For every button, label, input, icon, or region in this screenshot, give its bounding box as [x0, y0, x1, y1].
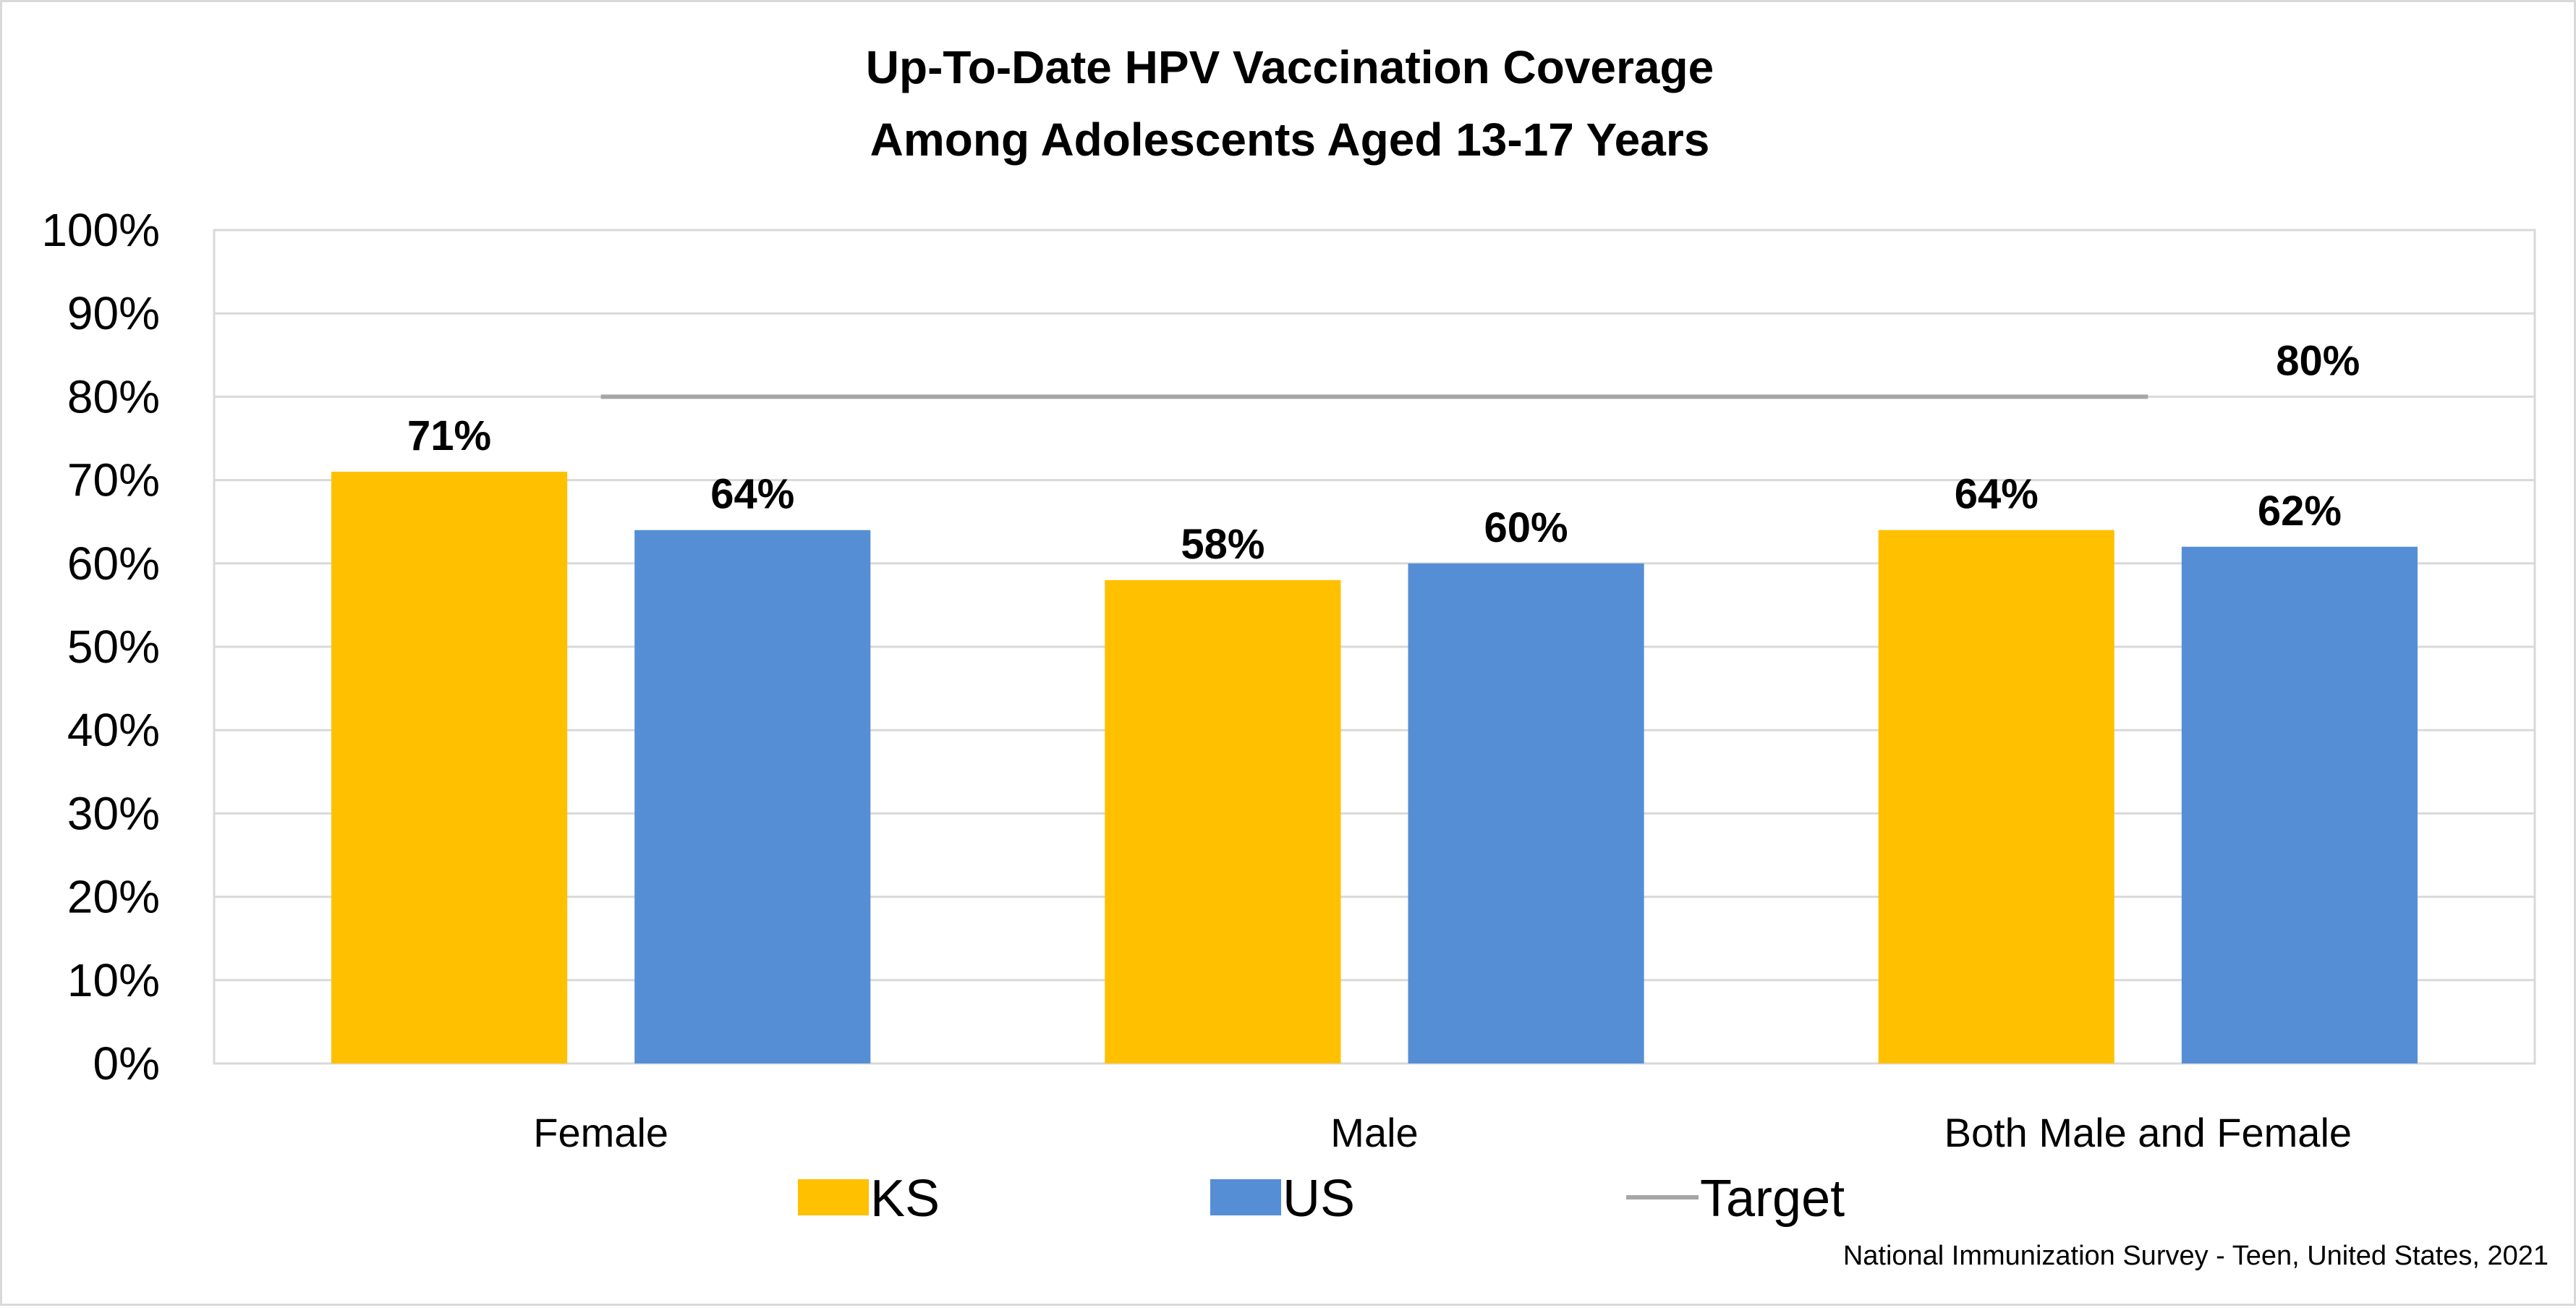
y-axis-ticks: 0% 10% 20% 30% 40% 50% 60% 70% 80% 90% 100%	[41, 204, 160, 1090]
y-tick-label: 30%	[67, 787, 160, 839]
chart-title-line-1: Up-To-Date HPV Vaccination Coverage	[866, 41, 1714, 93]
y-tick-label: 10%	[67, 954, 160, 1006]
bar-ks-both-male-and-female	[1878, 530, 2114, 1063]
legend-label: KS	[870, 1170, 940, 1228]
source-note: National Immunization Survey - Teen, Uni…	[1843, 1241, 2549, 1271]
y-tick-label: 70%	[67, 454, 160, 506]
y-tick-label: 40%	[67, 704, 160, 756]
y-tick-label: 20%	[67, 871, 160, 923]
legend-label: Target	[1700, 1170, 1845, 1228]
x-category-label: Female	[533, 1110, 668, 1155]
y-tick-label: 80%	[67, 370, 160, 422]
x-category-label: Male	[1330, 1110, 1418, 1155]
bar-ks-female	[331, 472, 568, 1063]
chart-title-line-2: Among Adolescents Aged 13-17 Years	[870, 114, 1710, 166]
y-tick-label: 90%	[67, 287, 160, 339]
bar-us-female	[634, 530, 871, 1063]
y-tick-label: 50%	[67, 621, 160, 673]
x-axis-categories: Female Male Both Male and Female	[533, 1110, 2352, 1155]
y-tick-label: 100%	[41, 204, 160, 256]
bar-us-both-male-and-female	[2181, 546, 2418, 1063]
legend-label: US	[1283, 1170, 1355, 1228]
bar-ks-male	[1105, 579, 1341, 1063]
data-label: 60%	[1484, 504, 1568, 551]
target-line-group: 80%	[600, 337, 2360, 399]
data-label: 58%	[1181, 521, 1264, 568]
data-label: 62%	[2258, 488, 2342, 535]
target-data-label: 80%	[2276, 337, 2360, 384]
y-tick-label: 60%	[67, 538, 160, 590]
data-label: 64%	[1955, 471, 2039, 518]
legend-swatch-ks	[798, 1179, 869, 1215]
bar-us-male	[1408, 563, 1644, 1063]
legend: KS US Target	[798, 1170, 1845, 1228]
bars	[331, 472, 2418, 1063]
legend-swatch-us	[1210, 1179, 1281, 1215]
x-category-label: Both Male and Female	[1944, 1110, 2352, 1155]
data-label: 64%	[710, 471, 794, 518]
data-label: 71%	[407, 412, 491, 459]
y-tick-label: 0%	[93, 1037, 161, 1090]
data-labels: 71% 64% 58% 60% 64% 62%	[407, 412, 2342, 568]
